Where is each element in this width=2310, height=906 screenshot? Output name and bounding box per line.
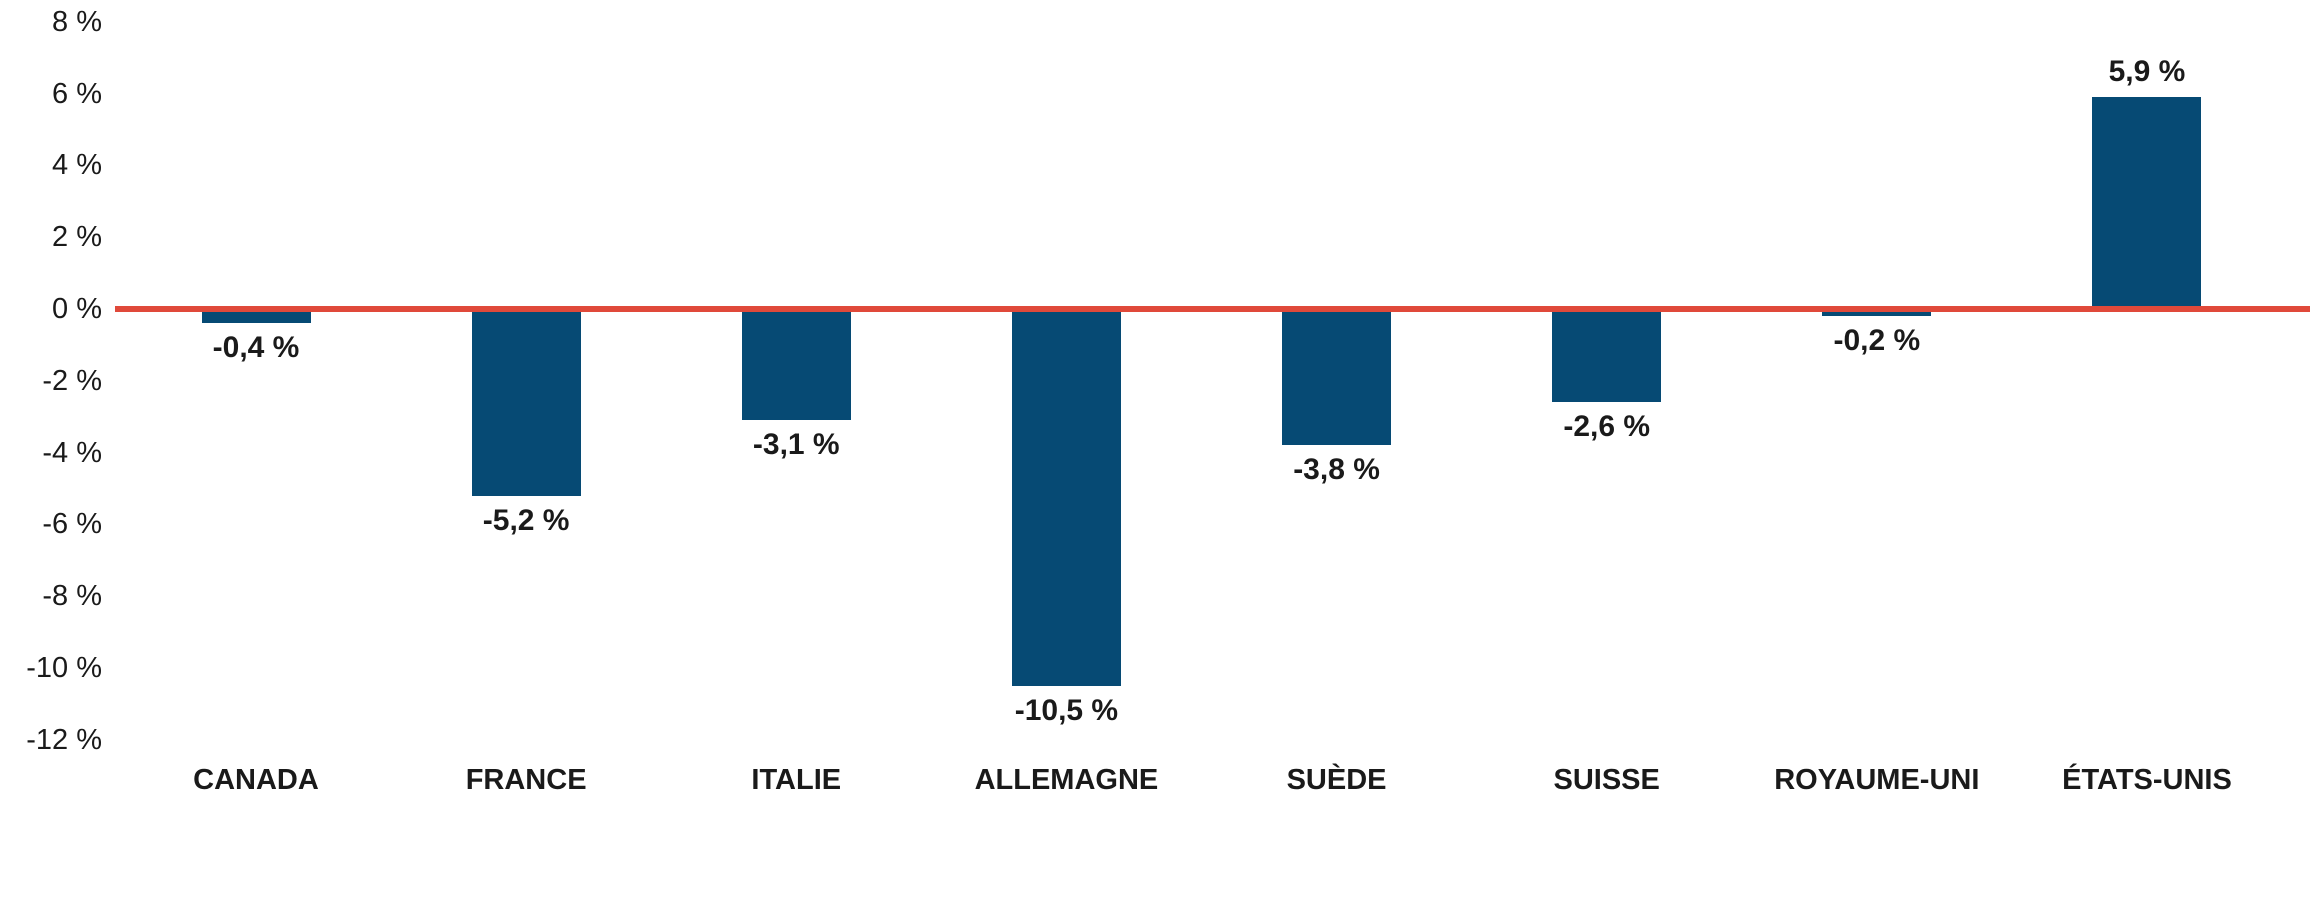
- y-tick-label: 8 %: [52, 5, 102, 38]
- bar-france: [471, 309, 581, 496]
- category-label-italie: ITALIE: [751, 764, 842, 796]
- value-label-suede: -3,8 %: [1293, 453, 1380, 487]
- y-tick-label: -12 %: [26, 723, 102, 756]
- y-tick-label: -6 %: [42, 508, 102, 541]
- bar-suede: [1282, 309, 1392, 446]
- category-label-etats-unis: ÉTATS-UNIS: [2062, 764, 2232, 796]
- bar-royaume-uni: [1822, 309, 1932, 317]
- value-label-france: -5,2 %: [482, 503, 570, 537]
- bar-italie: [741, 309, 851, 421]
- category-label-suede: SUÈDE: [1286, 764, 1387, 796]
- bar-etats-unis: [2092, 97, 2202, 309]
- bar-canada: [201, 309, 311, 324]
- category-label-suisse: SUISSE: [1553, 764, 1660, 796]
- bar-suisse: [1552, 309, 1662, 403]
- y-tick-label: -2 %: [42, 364, 102, 397]
- y-tick-label: 0 %: [52, 293, 102, 325]
- category-label-france: FRANCE: [465, 764, 587, 796]
- y-tick-label: 2 %: [52, 221, 102, 254]
- value-label-italie: -3,1 %: [752, 428, 840, 462]
- y-tick-label: -10 %: [26, 651, 102, 684]
- category-label-canada: CANADA: [193, 764, 319, 796]
- bar-allemagne: [1011, 309, 1121, 686]
- y-tick-label: -8 %: [42, 580, 102, 613]
- y-tick-label: 4 %: [52, 149, 102, 182]
- value-label-suisse: -2,6 %: [1563, 410, 1651, 444]
- value-label-canada: -0,4 %: [212, 331, 300, 365]
- category-label-allemagne: ALLEMAGNE: [974, 764, 1159, 796]
- category-label-royaume-uni: ROYAUME-UNI: [1774, 764, 1980, 796]
- value-label-allemagne: -10,5 %: [1014, 693, 1119, 727]
- zero-baseline: [115, 306, 2310, 312]
- value-label-royaume-uni: -0,2 %: [1833, 324, 1921, 358]
- y-tick-label: -4 %: [42, 436, 102, 469]
- value-label-etats-unis: 5,9 %: [2108, 55, 2186, 89]
- y-tick-label: 6 %: [52, 77, 102, 110]
